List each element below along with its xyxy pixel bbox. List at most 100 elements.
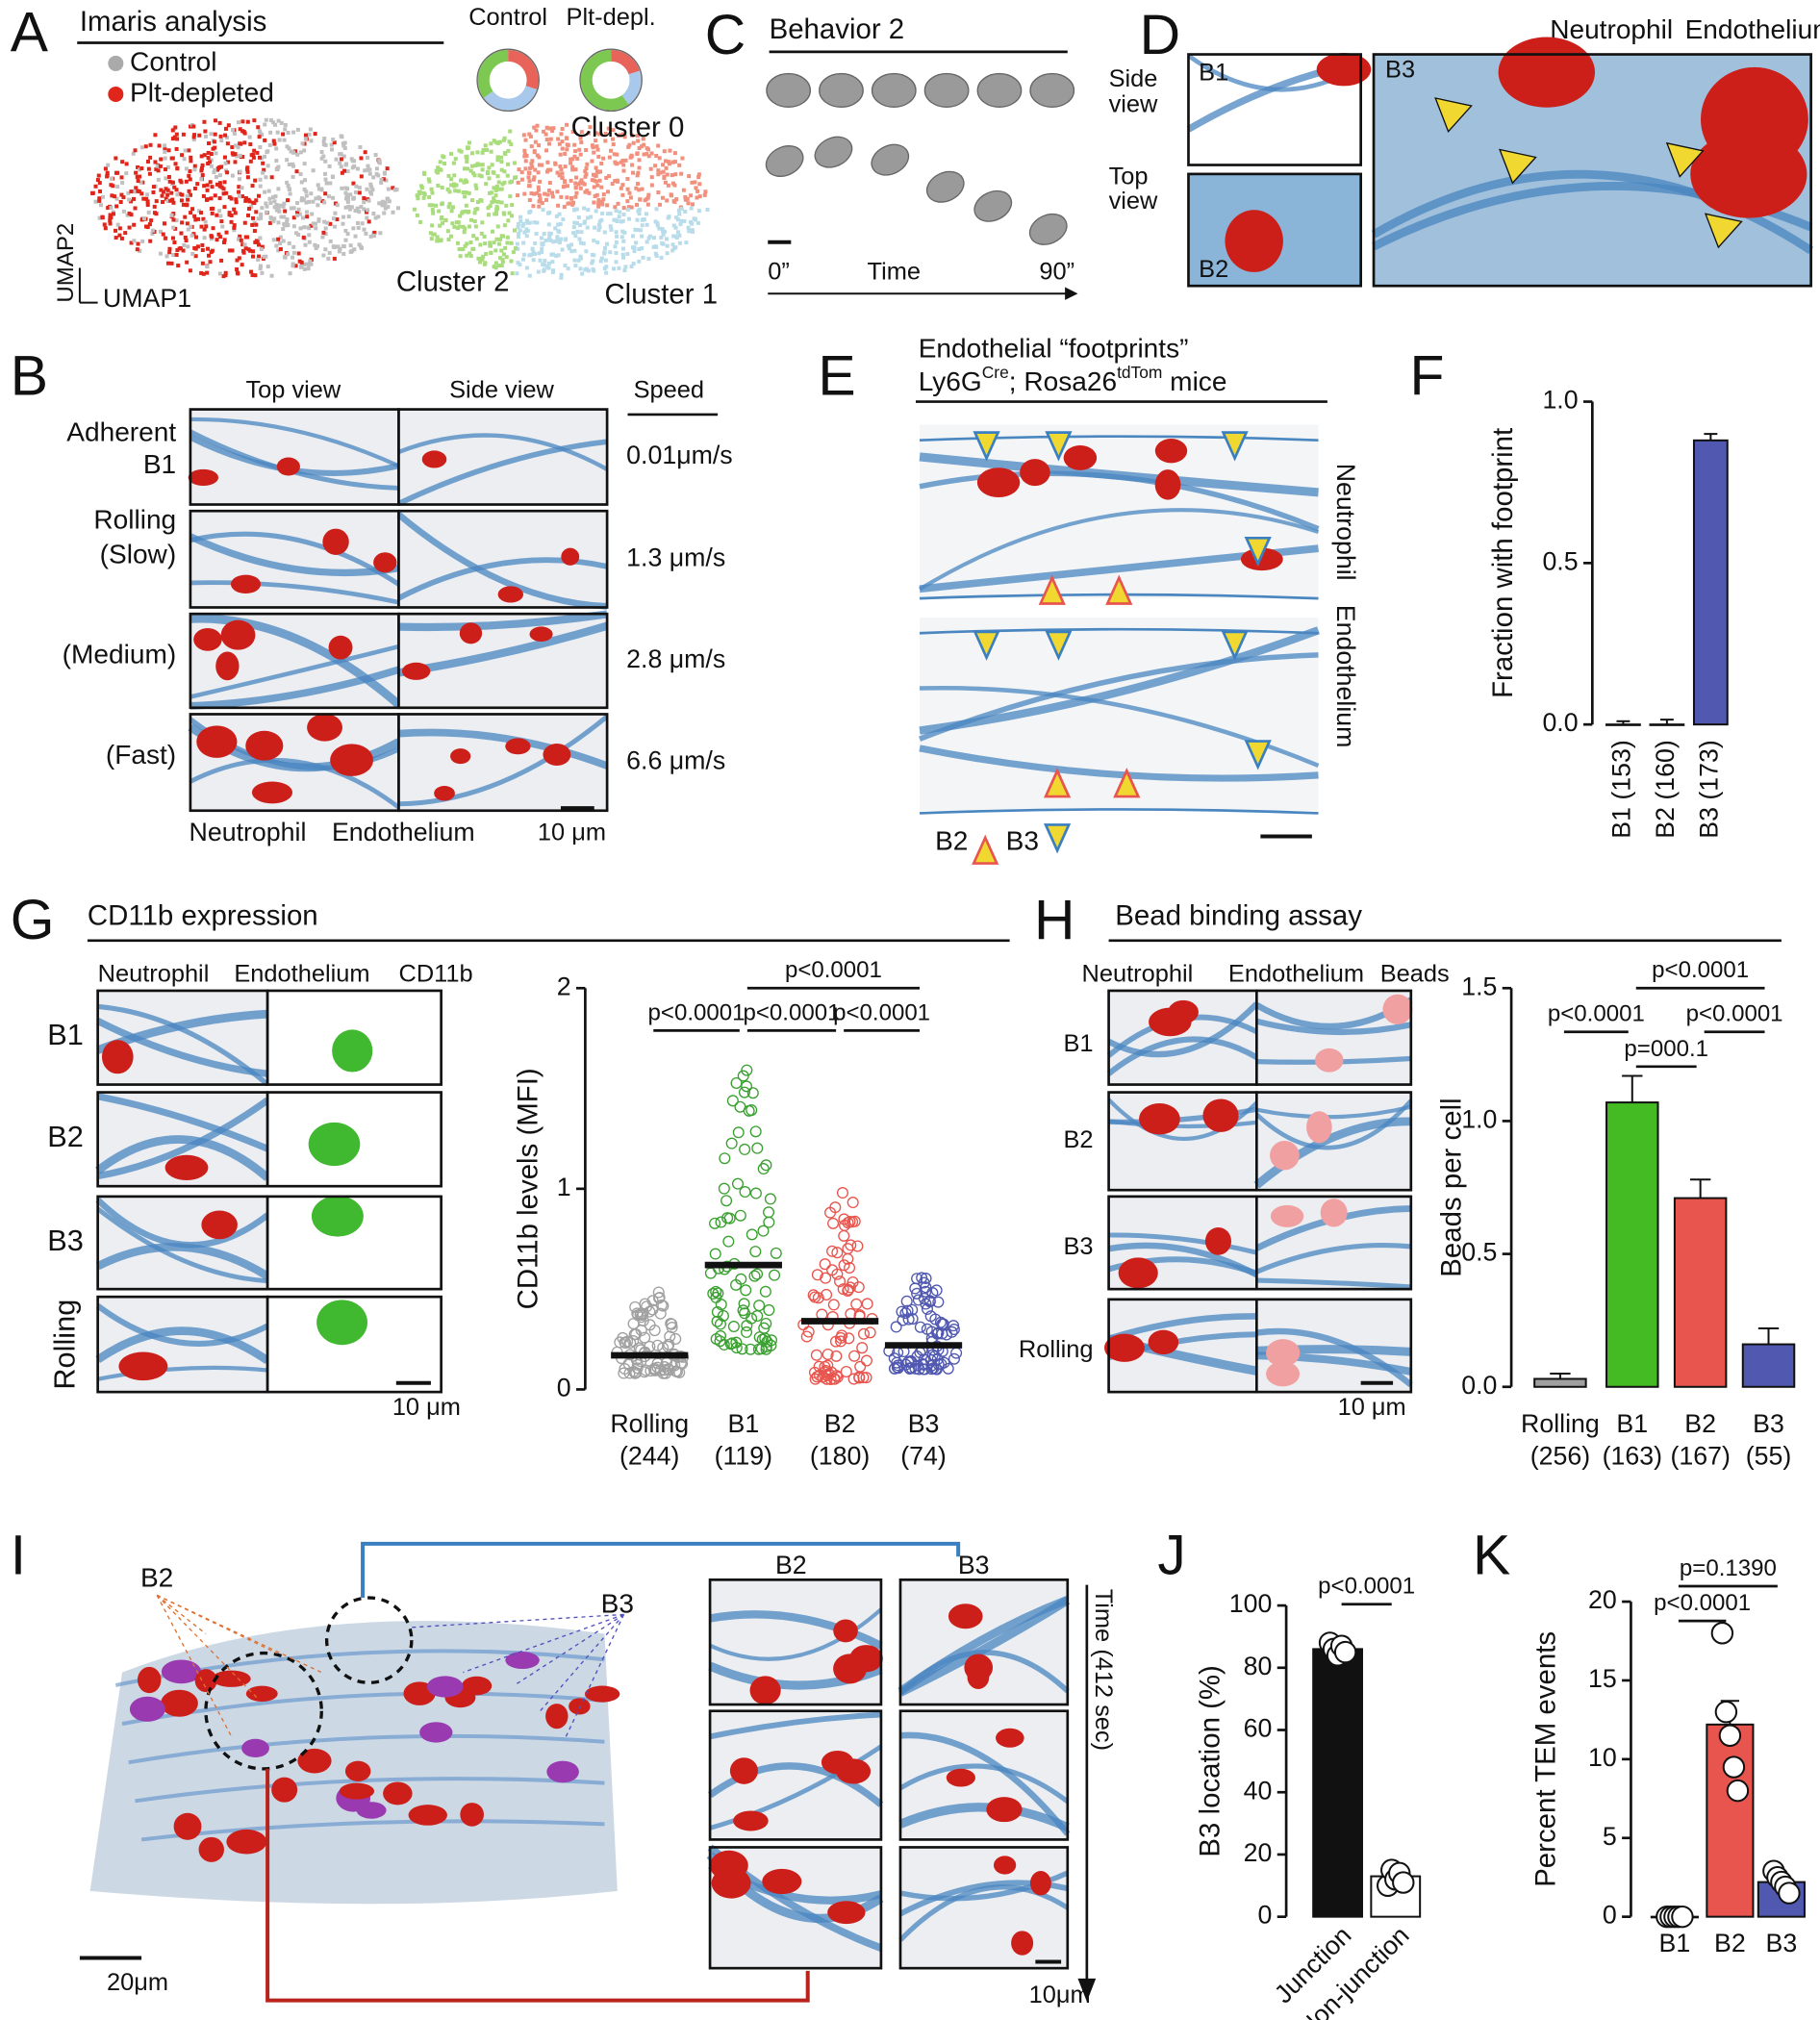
vessel <box>1107 1098 1258 1141</box>
image-border <box>397 713 609 813</box>
umap-dot <box>383 206 388 211</box>
umap-dot <box>658 202 663 207</box>
umap-dot <box>301 197 306 202</box>
umap-dot <box>241 248 246 253</box>
bar <box>1605 723 1641 726</box>
cloud-dot <box>710 1332 722 1345</box>
umap-dot <box>536 269 541 274</box>
cloud-dot <box>726 1095 739 1107</box>
cloud-dot <box>860 1372 872 1384</box>
umap-dot <box>545 160 550 164</box>
umap-dot <box>586 131 591 136</box>
image-border <box>397 509 609 609</box>
umap-dot <box>614 217 619 222</box>
umap-dot <box>184 179 189 184</box>
umap-dot <box>300 141 305 146</box>
umap-dot <box>619 235 624 240</box>
umap-dot <box>281 132 286 137</box>
umap-dot <box>323 171 328 176</box>
umap-dot <box>291 224 296 229</box>
cloud-dot <box>719 1152 731 1165</box>
umap-dot <box>362 227 367 232</box>
umap-dot <box>529 252 534 257</box>
umap-dot <box>590 261 594 265</box>
umap-dot <box>301 235 306 240</box>
umap-dot <box>331 138 336 142</box>
umap-dot <box>96 173 101 178</box>
umap-dot <box>617 133 621 138</box>
umap-dot <box>146 166 151 171</box>
umap-dot <box>483 241 488 246</box>
cloud-dot <box>821 1288 833 1300</box>
donut-segment <box>507 49 539 89</box>
umap-dot <box>291 150 295 155</box>
significance-label: p<0.0001 <box>1654 1590 1751 1616</box>
cell <box>194 1669 217 1693</box>
cloud-dot <box>920 1285 932 1298</box>
umap-dot <box>435 235 440 240</box>
umap-dot <box>174 146 179 151</box>
umap-dot <box>558 172 563 177</box>
umap-dot <box>173 125 178 130</box>
umap-dot <box>209 132 214 137</box>
legend-label: Neutrophil <box>1082 961 1194 988</box>
umap-dot <box>106 163 111 167</box>
umap-dot <box>165 188 170 192</box>
umap-dot <box>689 206 694 211</box>
umap-dot <box>256 257 261 262</box>
umap-dot <box>158 251 163 256</box>
cloud-dot <box>847 1197 859 1209</box>
umap-dot <box>578 223 583 228</box>
umap-dot <box>185 193 190 199</box>
umap-dot <box>535 123 540 128</box>
umap-dot <box>621 163 626 167</box>
umap-dot <box>463 178 468 183</box>
umap-dot <box>362 207 367 212</box>
umap-dot <box>531 177 536 182</box>
cloud-dot <box>652 1286 665 1299</box>
umap-dot <box>469 151 474 156</box>
umap-dot <box>517 231 521 236</box>
cell <box>330 744 374 776</box>
umap-dot <box>257 129 262 134</box>
data-point <box>1726 1779 1750 1803</box>
arrowhead-marker <box>1045 431 1073 462</box>
umap-dot <box>263 189 267 194</box>
umap-dot <box>190 233 194 238</box>
umap-dot <box>236 237 240 241</box>
umap-dot <box>230 173 235 178</box>
umap-dot <box>307 240 312 244</box>
umap-dot <box>550 190 555 195</box>
umap-dot <box>458 254 463 259</box>
umap-dot <box>149 218 154 223</box>
umap-dot <box>670 242 675 247</box>
y-tick-label: 20 <box>1244 1838 1273 1867</box>
cell <box>373 552 397 573</box>
umap-dot <box>331 244 336 249</box>
umap-dot <box>679 206 684 212</box>
cloud-dot <box>826 1245 839 1257</box>
vessel <box>918 508 1320 592</box>
umap-dot <box>249 204 254 209</box>
umap-dot <box>114 204 119 209</box>
umap-dot <box>620 218 625 223</box>
umap-dot <box>610 182 615 187</box>
y-tick-label: 10 <box>1588 1743 1617 1772</box>
umap-dot <box>590 252 594 257</box>
vessel <box>1108 1119 1257 1129</box>
vessel <box>396 512 608 610</box>
umap-dot <box>656 143 661 148</box>
cell <box>497 586 524 603</box>
umap-dot <box>466 146 470 151</box>
umap-dot <box>462 166 467 171</box>
umap-dot <box>250 254 256 259</box>
scale-label: 10 μm <box>538 820 606 846</box>
umap-dot <box>148 155 153 160</box>
umap-dot <box>343 190 348 195</box>
umap-dot <box>189 159 193 164</box>
legend-label: Endothelium <box>234 961 369 988</box>
micrograph <box>1255 1298 1413 1394</box>
cloud-dot <box>921 1302 934 1315</box>
umap-dot <box>528 165 533 170</box>
cell <box>733 1810 769 1831</box>
